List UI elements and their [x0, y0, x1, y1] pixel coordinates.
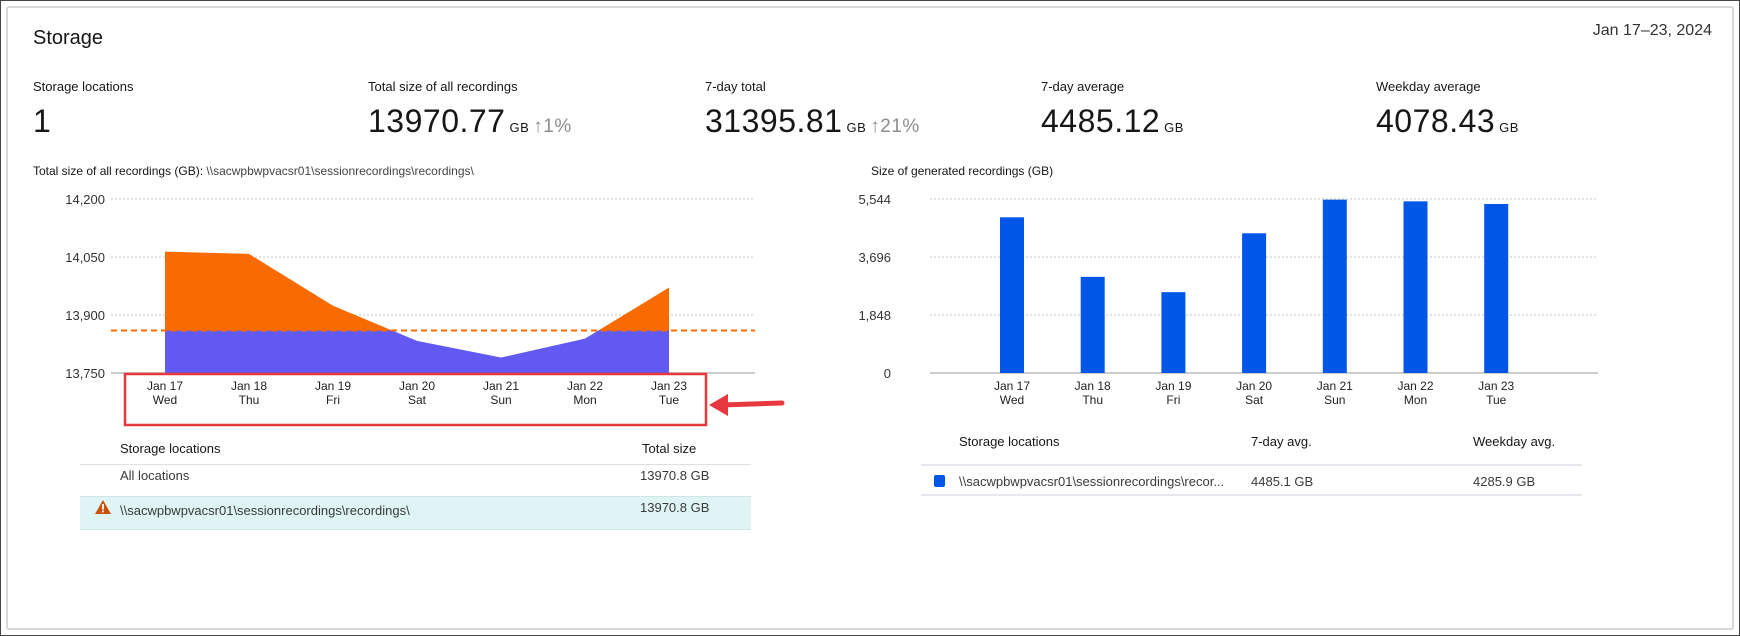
y-tick-label: 3,696 [858, 250, 891, 265]
kpi-value-weekday-average: 4078.43 GB [1376, 103, 1519, 140]
x-tick-label: Jan 22 [1397, 379, 1433, 393]
x-tick-weekday: Thu [1082, 393, 1103, 407]
bar [1403, 201, 1428, 373]
avg-7day: 4485.1 GB [1251, 474, 1314, 489]
kpi-unit: GB [1499, 120, 1519, 135]
x-tick-label: Jan 20 [1236, 379, 1272, 393]
x-tick-weekday: Sat [1245, 393, 1264, 407]
x-tick-label: Jan 18 [1075, 379, 1111, 393]
y-tick-label: 13,750 [65, 366, 105, 381]
x-tick-label: Jan 20 [399, 379, 435, 393]
y-tick-label: 13,900 [65, 308, 105, 323]
kpi-number: 4078.43 [1376, 103, 1496, 139]
location-name: \\sacwpbwpvacsr01\sessionrecordings\reco… [959, 474, 1225, 489]
x-tick-label: Jan 17 [147, 379, 183, 393]
kpi-unit: GB [846, 120, 867, 135]
kpi-number: 1 [33, 103, 52, 139]
bar [1484, 203, 1509, 373]
kpi-delta: ↑21% [870, 116, 920, 137]
y-tick-label: 0 [884, 366, 891, 381]
kpi-label-weekday-average: Weekday average [1376, 79, 1481, 94]
kpi-number: 31395.81 [705, 103, 843, 139]
x-tick-label: Jan 18 [231, 379, 267, 393]
x-tick-label: Jan 19 [315, 379, 351, 393]
x-tick-weekday: Wed [153, 393, 177, 407]
kpi-value-total-size: 13970.77 GB ↑1% [368, 103, 572, 140]
divider [80, 464, 751, 465]
x-tick-weekday: Fri [1166, 393, 1180, 407]
kpi-unit: GB [509, 120, 530, 135]
x-tick-label: Jan 21 [1317, 379, 1353, 393]
bar [1242, 233, 1267, 373]
avg-weekday: 4285.9 GB [1473, 474, 1536, 489]
location-size: 13970.8 GB [640, 500, 710, 515]
x-tick-label: Jan 19 [1155, 379, 1191, 393]
right-table-header-7day: 7-day avg. [1251, 434, 1312, 449]
kpi-value-7day-average: 4485.12 GB [1041, 103, 1184, 140]
left-chart-title-text: Total size of all recordings (GB): [33, 164, 204, 178]
legend-swatch [934, 475, 945, 487]
location-size: 13970.8 GB [640, 468, 710, 483]
x-tick-weekday: Tue [659, 393, 680, 407]
y-tick-label: 14,200 [65, 192, 105, 207]
x-tick-label: Jan 23 [651, 379, 687, 393]
kpi-number: 4485.12 [1041, 103, 1161, 139]
x-tick-weekday: Wed [1000, 393, 1024, 407]
table-row-selected[interactable]: \\sacwpbwpvacsr01\sessionrecordings\reco… [80, 496, 751, 530]
kpi-number: 13970.77 [368, 103, 506, 139]
bar [1161, 292, 1186, 373]
kpi-value-7day-total: 31395.81 GB ↑21% [705, 103, 920, 140]
bar [1322, 199, 1347, 373]
annotation-highlight-box [123, 372, 708, 427]
x-tick-label: Jan 22 [567, 379, 603, 393]
location-name: \\sacwpbwpvacsr01\sessionrecordings\reco… [120, 503, 410, 518]
y-tick-label: 14,050 [65, 250, 105, 265]
x-tick-weekday: Tue [1486, 393, 1507, 407]
left-chart-title: Total size of all recordings (GB): \\sac… [33, 164, 474, 178]
bar [1000, 217, 1024, 373]
right-table-header-location: Storage locations [959, 434, 1060, 449]
kpi-label-storage-locations: Storage locations [33, 79, 134, 94]
kpi-value-storage-locations: 1 [33, 103, 51, 140]
kpi-label-7day-average: 7-day average [1041, 79, 1125, 94]
kpi-unit: GB [1164, 120, 1184, 135]
kpi-delta: ↑1% [533, 116, 572, 137]
kpi-label-total-size: Total size of all recordings [368, 79, 518, 94]
table-row[interactable]: All locations 13970.8 GB [80, 466, 751, 496]
annotation-arrow-head [709, 394, 728, 416]
left-table-header-size: Total size [642, 441, 697, 456]
left-table-header-location: Storage locations [120, 441, 221, 456]
y-tick-label: 5,544 [858, 192, 891, 207]
x-tick-weekday: Mon [573, 393, 596, 407]
area-below-average [165, 330, 669, 373]
location-name: All locations [120, 468, 190, 483]
y-tick-label: 1,848 [858, 308, 891, 323]
x-tick-weekday: Mon [1404, 393, 1427, 407]
right-chart-title: Size of generated recordings (GB) [871, 164, 1054, 178]
area-above-average [165, 251, 669, 331]
x-tick-weekday: Sat [408, 393, 427, 407]
divider [921, 464, 1582, 466]
x-tick-weekday: Fri [326, 393, 340, 407]
x-tick-label: Jan 21 [483, 379, 519, 393]
x-tick-label: Jan 23 [1478, 379, 1514, 393]
x-tick-label: Jan 17 [994, 379, 1030, 393]
date-range: Jan 17–23, 2024 [1592, 22, 1712, 39]
right-table-header-weekday: Weekday avg. [1473, 434, 1556, 449]
storage-card [6, 6, 1734, 630]
left-chart-path: \\sacwpbwpvacsr01\sessionrecordings\reco… [206, 164, 474, 178]
x-tick-weekday: Sun [490, 393, 511, 407]
table-row[interactable]: \\sacwpbwpvacsr01\sessionrecordings\reco… [921, 466, 1582, 496]
warning-icon [94, 499, 112, 520]
annotation-arrow-shaft [719, 400, 785, 408]
x-tick-weekday: Sun [1324, 393, 1345, 407]
x-tick-weekday: Thu [239, 393, 260, 407]
kpi-label-7day-total: 7-day total [705, 79, 766, 94]
bar [1080, 276, 1105, 373]
page-title: Storage [33, 27, 104, 49]
